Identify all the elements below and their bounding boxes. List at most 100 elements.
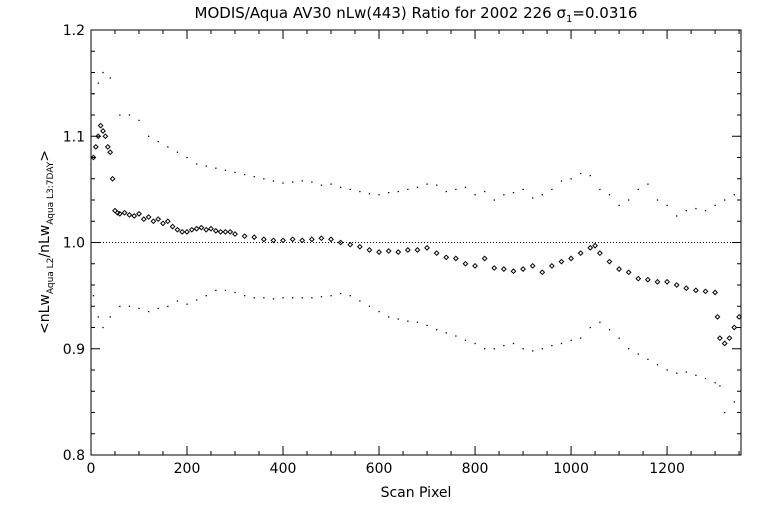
ratio-point	[500, 266, 507, 272]
upper-bound-point	[618, 204, 620, 207]
lower-bound-point	[109, 316, 111, 318]
ratio-point	[673, 282, 680, 288]
ratio-point	[731, 324, 738, 331]
chart-title-sigma: σ	[557, 4, 567, 22]
ratio-point	[616, 266, 622, 272]
upper-bound-point	[714, 204, 716, 207]
lower-bound-point	[532, 350, 534, 352]
lower-bound-point	[714, 382, 716, 384]
upper-bound-point	[167, 146, 169, 148]
lower-bound-point	[647, 358, 649, 361]
upper-bound-point	[263, 178, 265, 180]
ratio-point	[714, 313, 721, 320]
lower-bound-point	[541, 348, 543, 350]
ratio-point	[472, 262, 478, 269]
upper-bound-point	[637, 188, 639, 191]
lower-bound-point	[407, 320, 409, 322]
lower-bound-point	[628, 348, 630, 350]
x-tick-label: 1200	[649, 461, 685, 477]
ratio-point	[104, 143, 111, 150]
ratio-point	[654, 278, 661, 285]
lower-bound-point	[378, 310, 380, 313]
ratio-point	[179, 228, 186, 235]
upper-bound-point	[522, 188, 524, 191]
y-label-part-1: <nLw	[37, 294, 53, 334]
upper-bound-point	[205, 165, 207, 167]
ratio-point	[92, 143, 99, 150]
upper-bound-point	[656, 199, 659, 201]
ratio-point	[702, 288, 709, 295]
lower-bound-point	[637, 353, 639, 355]
ratio-point	[203, 226, 210, 233]
lower-bound-point	[292, 297, 294, 299]
lower-bound-point	[719, 385, 721, 387]
upper-bound-point	[244, 173, 246, 176]
upper-bound-point	[272, 180, 275, 182]
upper-bound-point	[512, 191, 515, 194]
chart-title-value: =0.0316	[572, 4, 637, 22]
upper-bound-point	[119, 114, 121, 116]
ratio-point	[270, 237, 277, 244]
upper-bound-point	[109, 77, 111, 79]
lower-bound-point	[196, 299, 198, 301]
lower-bound-point	[589, 326, 591, 329]
ratio-point	[126, 211, 133, 218]
lower-bound-point	[215, 289, 217, 292]
upper-bound-point	[224, 169, 227, 171]
lower-bound-point	[388, 316, 390, 318]
lower-bound-point	[570, 339, 572, 341]
y-label-part-3: >	[37, 150, 53, 162]
upper-bound-point	[599, 188, 601, 191]
lower-bound-point	[186, 303, 188, 305]
lower-bound-point	[474, 342, 476, 345]
lower-bound-point	[349, 295, 351, 297]
upper-bound-point	[628, 199, 630, 201]
y-tick-label: 0.8	[63, 448, 85, 464]
lower-bound-point	[167, 305, 169, 307]
upper-bound-point	[368, 193, 371, 195]
ratio-point	[100, 128, 106, 134]
upper-bound-point	[282, 182, 284, 184]
ratio-point	[131, 213, 138, 219]
chart-title-sigma-subscript: 1	[566, 14, 572, 25]
upper-bound-point	[685, 210, 687, 212]
ratio-point	[95, 133, 102, 140]
upper-bound-point	[608, 194, 611, 196]
x-tick-label: 200	[174, 461, 201, 477]
upper-bound-point	[407, 188, 409, 191]
upper-bound-point	[128, 114, 131, 116]
ratio-point	[452, 255, 459, 262]
lower-bound-point	[128, 305, 131, 307]
ratio-point	[385, 248, 392, 254]
y-axis-ticks: 0.8 0.9 1.0 1.1 1.2	[63, 23, 741, 464]
lower-bound-point	[253, 297, 255, 299]
ratio-point	[155, 216, 162, 223]
ratio-point	[644, 276, 651, 283]
lower-bound-point	[560, 342, 563, 345]
upper-bound-point	[330, 183, 332, 185]
lower-bound-point	[148, 310, 150, 313]
upper-bound-point	[464, 186, 467, 188]
lower-bound-point	[263, 297, 265, 299]
ratio-point	[212, 227, 219, 234]
ratio-point	[107, 149, 114, 156]
lower-bound-point	[92, 295, 95, 297]
ratio-point	[692, 287, 699, 294]
lower-bound-point	[368, 305, 371, 307]
ratio-point	[520, 266, 526, 272]
ratio-point	[395, 249, 402, 255]
ratio-point	[198, 224, 205, 231]
y-axis-label: <nLwAqua L2/nLwAqua L3:7DAY>	[37, 150, 56, 334]
ratio-point	[625, 269, 632, 276]
ratio-point	[112, 207, 118, 214]
lower-bound-point	[359, 300, 361, 302]
x-tick-label: 800	[462, 461, 489, 477]
ratio-point	[712, 289, 718, 296]
lower-bound-point	[176, 300, 179, 302]
upper-bound-point	[724, 199, 726, 201]
upper-bound-point	[445, 190, 447, 193]
lower-bound-point	[522, 348, 524, 350]
lower-bound-point	[551, 344, 553, 347]
upper-bound-point	[92, 93, 95, 95]
ratio-point	[184, 228, 190, 235]
